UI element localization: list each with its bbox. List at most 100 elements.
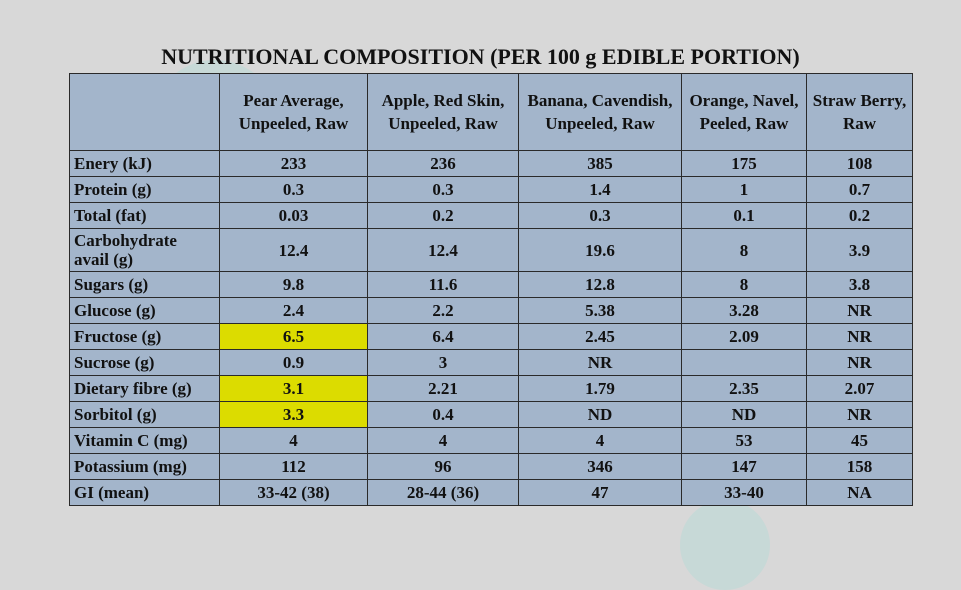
row-label: Sorbitol (g) — [69, 401, 220, 428]
cell: 0.2 — [367, 202, 519, 229]
table-row: Fructose (g) 6.5 6.4 2.45 2.09 NR — [69, 323, 913, 350]
table-row: Protein (g) 0.3 0.3 1.4 1 0.7 — [69, 176, 913, 203]
empty-cell — [681, 349, 807, 376]
table-row: Sugars (g) 9.8 11.6 12.8 8 3.8 — [69, 271, 913, 298]
table-row: Carbohydrate avail (g) 12.4 12.4 19.6 8 3.9 — [69, 228, 913, 272]
cell: 4 — [518, 427, 682, 454]
cell: 19.6 — [518, 228, 682, 272]
slide: NUTRITIONAL COMPOSITION (PER 100 g EDIBL… — [69, 44, 913, 590]
cell: 8 — [681, 271, 807, 298]
cell: 45 — [806, 427, 913, 454]
cell: 0.03 — [219, 202, 368, 229]
cell: 346 — [518, 453, 682, 480]
cell: 3.9 — [806, 228, 913, 272]
cell: NR — [518, 349, 682, 376]
corner-cell — [69, 73, 220, 151]
cell: 12.4 — [367, 228, 519, 272]
cell: 1 — [681, 176, 807, 203]
cell: NA — [806, 479, 913, 506]
cell: 3 — [367, 349, 519, 376]
cell: 4 — [367, 427, 519, 454]
table-row: Enery (kJ) 233 236 385 175 108 — [69, 150, 913, 177]
cell: 2.07 — [806, 375, 913, 402]
cell: NR — [806, 323, 913, 350]
cell: 158 — [806, 453, 913, 480]
table-row: Sorbitol (g) 3.3 0.4 ND ND NR — [69, 401, 913, 428]
cell: 1.4 — [518, 176, 682, 203]
cell: 236 — [367, 150, 519, 177]
cell: 6.4 — [367, 323, 519, 350]
row-label: GI (mean) — [69, 479, 220, 506]
cell: 233 — [219, 150, 368, 177]
cell: 28-44 (36) — [367, 479, 519, 506]
cell: 3.1 — [219, 375, 368, 402]
cell: 0.9 — [219, 349, 368, 376]
cell: 5.38 — [518, 297, 682, 324]
cell: 2.21 — [367, 375, 519, 402]
row-label: Sucrose (g) — [69, 349, 220, 376]
column-header: Straw Berry, Raw — [806, 73, 913, 151]
column-header: Apple, Red Skin, Unpeeled, Raw — [367, 73, 519, 151]
cell: 0.3 — [367, 176, 519, 203]
cell: 0.4 — [367, 401, 519, 428]
nutrition-table: Pear Average, Unpeeled, Raw Apple, Red Sk… — [69, 73, 913, 506]
cell: 3.8 — [806, 271, 913, 298]
table-row: Glucose (g) 2.4 2.2 5.38 3.28 NR — [69, 297, 913, 324]
cell: 2.2 — [367, 297, 519, 324]
cell: 1.79 — [518, 375, 682, 402]
cell: 0.3 — [219, 176, 368, 203]
row-label: Dietary fibre (g) — [69, 375, 220, 402]
cell: 0.2 — [806, 202, 913, 229]
cell: 385 — [518, 150, 682, 177]
header-row: Pear Average, Unpeeled, Raw Apple, Red Sk… — [69, 73, 913, 151]
cell: 175 — [681, 150, 807, 177]
column-header: Orange, Navel, Peeled, Raw — [681, 73, 807, 151]
cell: 0.1 — [681, 202, 807, 229]
cell: 47 — [518, 479, 682, 506]
cell: 2.35 — [681, 375, 807, 402]
cell: 0.7 — [806, 176, 913, 203]
table-row: Sucrose (g) 0.9 3 NR NR — [69, 349, 913, 376]
cell: 108 — [806, 150, 913, 177]
title: NUTRITIONAL COMPOSITION (PER 100 g EDIBL… — [161, 44, 800, 69]
table-row: Potassium (mg) 112 96 346 147 158 — [69, 453, 913, 480]
row-label: Glucose (g) — [69, 297, 220, 324]
cell: NR — [806, 349, 913, 376]
table-row: Vitamin C (mg) 4 4 4 53 45 — [69, 427, 913, 454]
cell: 2.45 — [518, 323, 682, 350]
row-label: Vitamin C (mg) — [69, 427, 220, 454]
cell: 11.6 — [367, 271, 519, 298]
cell: ND — [681, 401, 807, 428]
cell: 147 — [681, 453, 807, 480]
cell: 33-42 (38) — [219, 479, 368, 506]
cell: 12.4 — [219, 228, 368, 272]
column-header: Pear Average, Unpeeled, Raw — [219, 73, 368, 151]
cell: 33-40 — [681, 479, 807, 506]
cell: 9.8 — [219, 271, 368, 298]
row-label: Carbohydrate avail (g) — [69, 228, 220, 272]
column-header: Banana, Cavendish, Unpeeled, Raw — [518, 73, 682, 151]
row-label: Enery (kJ) — [69, 150, 220, 177]
table-row: GI (mean) 33-42 (38) 28-44 (36) 47 33-40 NA — [69, 479, 913, 506]
cell: 2.4 — [219, 297, 368, 324]
row-label: Fructose (g) — [69, 323, 220, 350]
row-label: Potassium (mg) — [69, 453, 220, 480]
row-label: Total (fat) — [69, 202, 220, 229]
watermark — [680, 500, 770, 590]
row-label: Sugars (g) — [69, 271, 220, 298]
row-label: Protein (g) — [69, 176, 220, 203]
cell: 6.5 — [219, 323, 368, 350]
table-row: Total (fat) 0.03 0.2 0.3 0.1 0.2 — [69, 202, 913, 229]
cell: NR — [806, 401, 913, 428]
cell: ND — [518, 401, 682, 428]
cell: 4 — [219, 427, 368, 454]
cell: 8 — [681, 228, 807, 272]
cell: 53 — [681, 427, 807, 454]
cell: 96 — [367, 453, 519, 480]
cell: 0.3 — [518, 202, 682, 229]
cell: NR — [806, 297, 913, 324]
cell: 3.28 — [681, 297, 807, 324]
cell: 12.8 — [518, 271, 682, 298]
table-row: Dietary fibre (g) 3.1 2.21 1.79 2.35 2.07 — [69, 375, 913, 402]
cell: 2.09 — [681, 323, 807, 350]
